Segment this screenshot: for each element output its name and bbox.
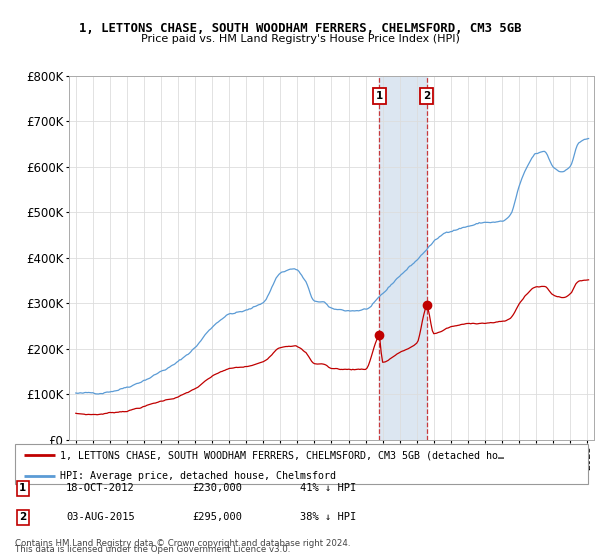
Text: HPI: Average price, detached house, Chelmsford: HPI: Average price, detached house, Chel… bbox=[59, 470, 335, 480]
Text: This data is licensed under the Open Government Licence v3.0.: This data is licensed under the Open Gov… bbox=[15, 545, 290, 554]
Text: 1: 1 bbox=[19, 483, 26, 493]
Text: 2: 2 bbox=[424, 91, 431, 101]
Text: 38% ↓ HPI: 38% ↓ HPI bbox=[300, 512, 356, 522]
FancyBboxPatch shape bbox=[15, 444, 588, 484]
Text: 03-AUG-2015: 03-AUG-2015 bbox=[66, 512, 135, 522]
Text: £230,000: £230,000 bbox=[192, 483, 242, 493]
Text: 41% ↓ HPI: 41% ↓ HPI bbox=[300, 483, 356, 493]
Text: 2: 2 bbox=[19, 512, 26, 522]
Text: 1, LETTONS CHASE, SOUTH WOODHAM FERRERS, CHELMSFORD, CM3 5GB: 1, LETTONS CHASE, SOUTH WOODHAM FERRERS,… bbox=[79, 22, 521, 35]
Text: £295,000: £295,000 bbox=[192, 512, 242, 522]
Text: Contains HM Land Registry data © Crown copyright and database right 2024.: Contains HM Land Registry data © Crown c… bbox=[15, 539, 350, 548]
Text: 1: 1 bbox=[376, 91, 383, 101]
Text: 1, LETTONS CHASE, SOUTH WOODHAM FERRERS, CHELMSFORD, CM3 5GB (detached ho…: 1, LETTONS CHASE, SOUTH WOODHAM FERRERS,… bbox=[59, 450, 503, 460]
Bar bbox=[379, 76, 427, 440]
Text: 18-OCT-2012: 18-OCT-2012 bbox=[66, 483, 135, 493]
Text: Price paid vs. HM Land Registry's House Price Index (HPI): Price paid vs. HM Land Registry's House … bbox=[140, 34, 460, 44]
